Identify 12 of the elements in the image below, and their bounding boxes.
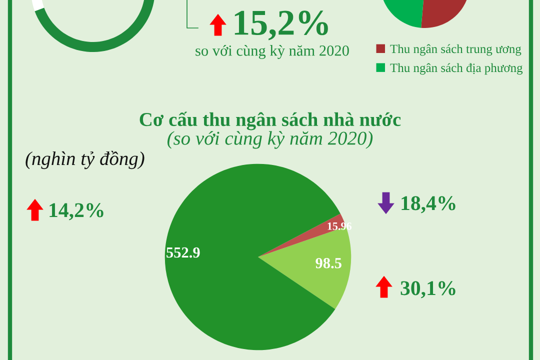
chart-title: Cơ cấu thu ngân sách nhà nước — [140, 112, 401, 130]
text: 14,2% — [50, 203, 104, 220]
text: 30,1% — [400, 281, 456, 298]
text: 18,4% — [402, 196, 456, 214]
legend-label: Thu ngân sách trung ương — [390, 44, 522, 56]
text: 15,2% — [234, 10, 328, 40]
text: so với cùng kỳ năm 2020 — [196, 45, 349, 59]
chart-subtitle: (so với cùng kỳ năm 2020) — [167, 131, 373, 149]
text: (nghìn tỷ đồng) — [26, 150, 144, 170]
data-label: 98.5 — [316, 258, 342, 268]
legend-label: Thu ngân sách địa phương — [390, 63, 523, 75]
data-label: 552.9 — [166, 247, 200, 258]
